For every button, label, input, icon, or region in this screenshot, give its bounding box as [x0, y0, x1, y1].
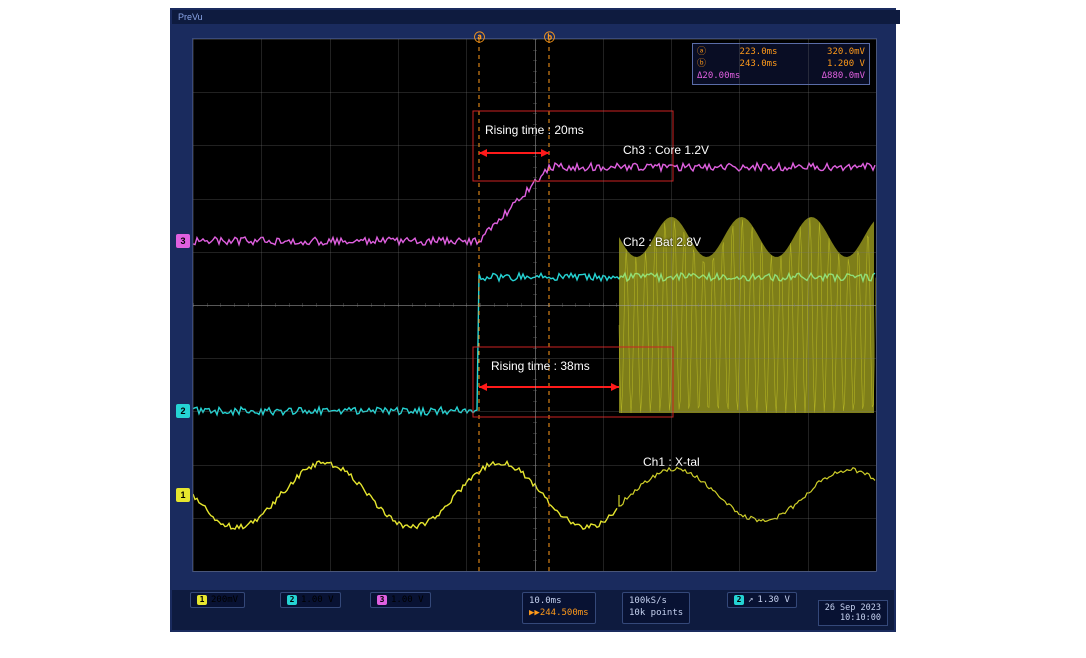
sample-rate: 100kS/s — [629, 595, 683, 607]
ch2-scale-text: 1.00 V — [301, 593, 334, 607]
trigger-level: 1.30 V — [757, 593, 790, 607]
ch3-scale-text: 1.00 V — [391, 593, 424, 607]
time-label: 10:10:00 — [825, 613, 881, 623]
timebase-position: ▶▶244.500ms — [529, 607, 589, 619]
ch2-trace-label: Ch2 : Bat 2.8V — [623, 235, 701, 249]
rising-time-2-label: Rising time : 38ms — [491, 359, 590, 373]
ch1-scale-text: 200mV — [211, 593, 238, 607]
trigger-marker-a[interactable]: ⓐ — [474, 29, 485, 45]
trigger-chip[interactable]: 2 ↗ 1.30 V — [727, 592, 797, 608]
trigger-edge-icon: ↗ — [748, 593, 753, 607]
timebase-value: 10.0ms — [529, 595, 589, 607]
timebase-chip[interactable]: 10.0ms ▶▶244.500ms — [522, 592, 596, 624]
top-bar: PreVu — [172, 10, 900, 24]
timestamp-chip: 26 Sep 2023 10:10:00 — [818, 600, 888, 626]
acquisition-chip[interactable]: 100kS/s 10k points — [622, 592, 690, 624]
oscilloscope-window: PreVu ⓐ 223.0ms 320.0mV ⓑ 243.0ms 1.200 … — [170, 8, 896, 632]
ch3-badge: 3 — [377, 595, 387, 605]
ch3-ground-marker[interactable]: 3 — [176, 234, 190, 248]
graticule[interactable]: ⓐ 223.0ms 320.0mV ⓑ 243.0ms 1.200 V Δ20.… — [192, 38, 877, 572]
status-bar: 1 200mV 2 1.00 V 3 1.00 V 10.0ms ▶▶244.5… — [172, 590, 894, 630]
ch3-scale-chip[interactable]: 3 1.00 V — [370, 592, 431, 608]
ch1-ground-marker[interactable]: 1 — [176, 488, 190, 502]
ch2-badge: 2 — [287, 595, 297, 605]
date-label: 26 Sep 2023 — [825, 603, 881, 613]
trigger-marker-b[interactable]: ⓑ — [544, 29, 555, 45]
ch1-scale-chip[interactable]: 1 200mV — [190, 592, 245, 608]
ch1-badge: 1 — [197, 595, 207, 605]
ch2-ground-marker[interactable]: 2 — [176, 404, 190, 418]
ch2-scale-chip[interactable]: 2 1.00 V — [280, 592, 341, 608]
mode-label: PreVu — [178, 12, 203, 22]
record-length: 10k points — [629, 607, 683, 619]
trigger-source-badge: 2 — [734, 595, 744, 605]
